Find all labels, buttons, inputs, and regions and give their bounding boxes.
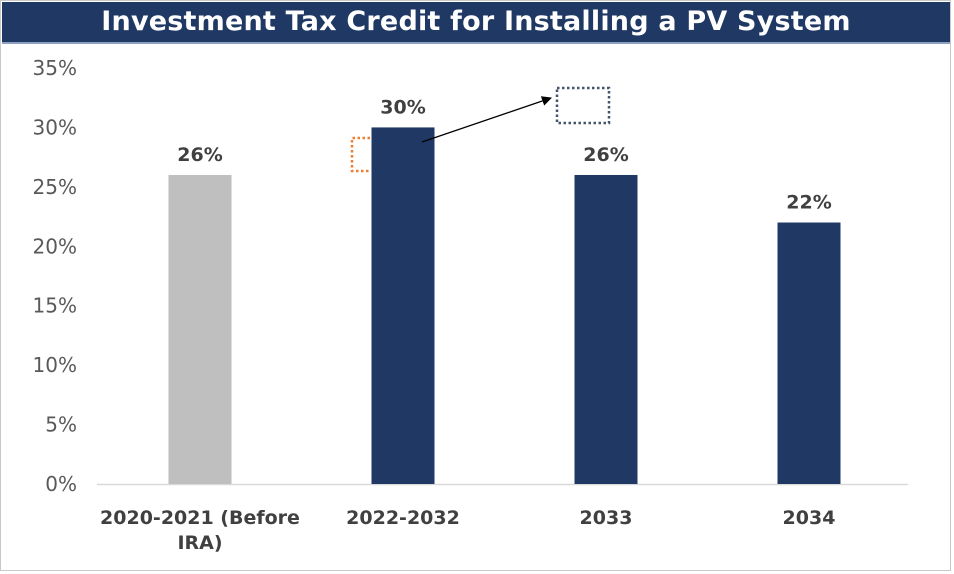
data-label: 26% — [177, 144, 222, 166]
bars — [168, 127, 841, 484]
chart-title: Investment Tax Credit for Installing a P… — [2, 2, 950, 44]
x-axis-categories: 2020-2021 (Before IRA) 2022-2032 2033 2034 — [100, 507, 835, 554]
orange-dotted-bracket — [350, 136, 370, 173]
bar — [574, 174, 638, 484]
y-tick-label: 35% — [33, 56, 77, 80]
y-tick-label: 0% — [45, 472, 77, 496]
bar — [168, 174, 232, 484]
data-label: 30% — [380, 96, 425, 118]
x-category-label: 2033 — [580, 507, 633, 529]
x-category-label: 2020-2021 (Before IRA) — [100, 507, 300, 554]
y-axis-ticks: 0% 5% 10% 15% 20% 25% 30% 35% — [33, 56, 77, 496]
data-labels: 26% 30% 26% 22% — [177, 96, 831, 213]
data-label: 26% — [583, 144, 628, 166]
data-label: 22% — [786, 192, 831, 214]
bar — [371, 127, 435, 484]
y-tick-label: 30% — [33, 115, 77, 139]
y-tick-label: 25% — [33, 175, 77, 199]
y-tick-label: 20% — [33, 234, 77, 258]
bar — [777, 222, 841, 484]
annotation-arrow — [421, 96, 552, 143]
x-category-label: 2022-2032 — [346, 507, 460, 529]
x-category-label: 2034 — [783, 507, 836, 529]
dotted-annotation-box — [555, 86, 611, 125]
y-tick-label: 15% — [33, 294, 77, 318]
y-tick-label: 10% — [33, 353, 77, 377]
y-tick-label: 5% — [45, 413, 77, 437]
